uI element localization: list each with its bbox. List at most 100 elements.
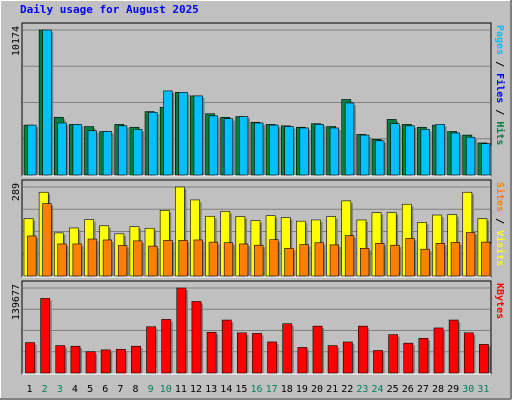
- bar-files-day-2: [42, 29, 52, 176]
- bar-kbytes-day-27: [418, 338, 429, 374]
- bar-kbytes-day-31: [479, 344, 489, 374]
- bar-sites-day-1: [27, 235, 37, 277]
- bar-sites-day-14: [223, 242, 234, 277]
- bar-sites-day-20: [314, 242, 324, 277]
- bar-sites-day-11: [178, 239, 188, 277]
- bar-sites-day-31: [481, 241, 491, 277]
- bar-sites-day-28: [435, 243, 445, 277]
- bar-sites-day-8: [133, 240, 143, 277]
- axis-label-part: Pages: [494, 25, 505, 55]
- axis-label-part: Files: [494, 73, 506, 103]
- x-tick-label: 19: [296, 384, 308, 395]
- axis-label-part: KBytes: [494, 283, 505, 319]
- x-tick-label: 6: [102, 384, 108, 395]
- bar-sites-day-3: [57, 243, 67, 277]
- bar-kbytes-day-28: [433, 327, 444, 374]
- x-tick-label: 22: [341, 384, 353, 395]
- bar-files-day-27: [420, 129, 430, 176]
- bar-sites-day-21: [329, 244, 340, 277]
- bar-kbytes-day-5: [85, 351, 96, 374]
- axis-label-part: Sites: [494, 182, 506, 212]
- bar-kbytes-day-29: [448, 319, 459, 374]
- bar-kbytes-day-17: [267, 341, 277, 374]
- bar-sites-day-23: [360, 247, 370, 277]
- bar-files-day-3: [57, 122, 67, 176]
- scale-label-top: 10174: [11, 26, 22, 56]
- bar-kbytes-day-6: [100, 349, 111, 374]
- bar-files-day-1: [27, 124, 37, 176]
- bar-files-day-8: [133, 129, 143, 176]
- chart-title: Daily usage for August 2025: [20, 3, 199, 16]
- axis-label-bottom: KBytes: [494, 283, 505, 319]
- x-tick-label: 24: [372, 384, 384, 395]
- bar-sites-day-26: [405, 238, 415, 277]
- bar-kbytes-day-2: [40, 298, 51, 374]
- bar-sites-day-19: [299, 244, 309, 277]
- bar-files-day-25: [390, 123, 400, 176]
- x-tick-label: 8: [132, 384, 138, 395]
- bar-files-day-19: [299, 127, 309, 176]
- bar-files-day-28: [435, 124, 445, 176]
- bar-sites-day-24: [375, 243, 385, 277]
- bar-files-day-30: [465, 136, 476, 176]
- bar-files-day-7: [117, 125, 128, 176]
- x-tick-label: 3: [57, 384, 63, 395]
- bar-files-day-10: [163, 90, 173, 176]
- bar-sites-day-12: [193, 239, 203, 277]
- bar-kbytes-day-22: [342, 341, 353, 374]
- bar-kbytes-day-9: [146, 326, 156, 374]
- bar-sites-day-29: [450, 242, 461, 277]
- bar-kbytes-day-25: [388, 334, 399, 374]
- x-tick-label: 15: [235, 384, 247, 395]
- bar-files-day-16: [254, 122, 264, 176]
- bar-sites-day-25: [390, 244, 400, 277]
- x-tick-label: 2: [42, 384, 48, 395]
- x-tick-label: 10: [160, 384, 172, 395]
- x-tick-label: 1: [27, 384, 33, 395]
- bar-kbytes-day-13: [206, 331, 217, 374]
- bar-sites-day-27: [420, 248, 430, 277]
- bar-kbytes-day-23: [358, 325, 368, 374]
- bar-sites-day-10: [163, 239, 173, 277]
- bar-files-day-24: [375, 140, 385, 176]
- bar-sites-day-9: [148, 245, 158, 277]
- bar-files-day-21: [329, 127, 340, 176]
- x-tick-label: 28: [432, 384, 444, 395]
- bar-sites-day-5: [87, 238, 97, 277]
- bar-kbytes-day-7: [115, 348, 126, 374]
- bar-files-day-4: [72, 124, 82, 176]
- bar-files-day-13: [208, 115, 218, 176]
- x-tick-label: 20: [311, 384, 323, 395]
- x-tick-label: 18: [281, 384, 293, 395]
- bar-sites-day-7: [117, 245, 128, 277]
- bar-sites-day-22: [344, 235, 355, 277]
- bar-kbytes-day-11: [176, 287, 187, 374]
- bar-files-day-12: [193, 95, 203, 176]
- x-tick-label: 30: [462, 384, 474, 395]
- bar-files-day-31: [481, 143, 491, 176]
- bar-kbytes-day-16: [252, 333, 262, 374]
- axis-label-middle: Sites / Visits: [494, 182, 506, 266]
- bar-sites-day-4: [72, 243, 82, 277]
- bar-sites-day-2: [42, 203, 52, 277]
- bar-kbytes-day-20: [312, 325, 323, 374]
- axis-label-part: Hits: [494, 121, 506, 145]
- x-tick-label: 31: [477, 384, 489, 395]
- axis-label-part: /: [494, 212, 505, 230]
- bar-sites-day-16: [254, 244, 264, 277]
- bar-kbytes-day-18: [282, 323, 293, 374]
- x-tick-label: 16: [250, 384, 262, 395]
- scale-label-middle: 289: [11, 183, 22, 201]
- x-tick-label: 4: [72, 384, 78, 395]
- axis-label-top: Pages / Files / Hits: [494, 25, 506, 145]
- x-tick-label: 7: [117, 384, 123, 395]
- bar-sites-day-18: [284, 247, 294, 277]
- bar-files-day-26: [405, 125, 415, 176]
- bar-files-day-11: [178, 92, 188, 176]
- scale-label-bottom: 139677: [11, 284, 22, 320]
- x-tick-label: 23: [356, 384, 368, 395]
- x-tick-label: 17: [266, 384, 278, 395]
- panel-bottom: 139677 KBytes: [11, 280, 505, 375]
- bar-files-day-22: [344, 102, 355, 176]
